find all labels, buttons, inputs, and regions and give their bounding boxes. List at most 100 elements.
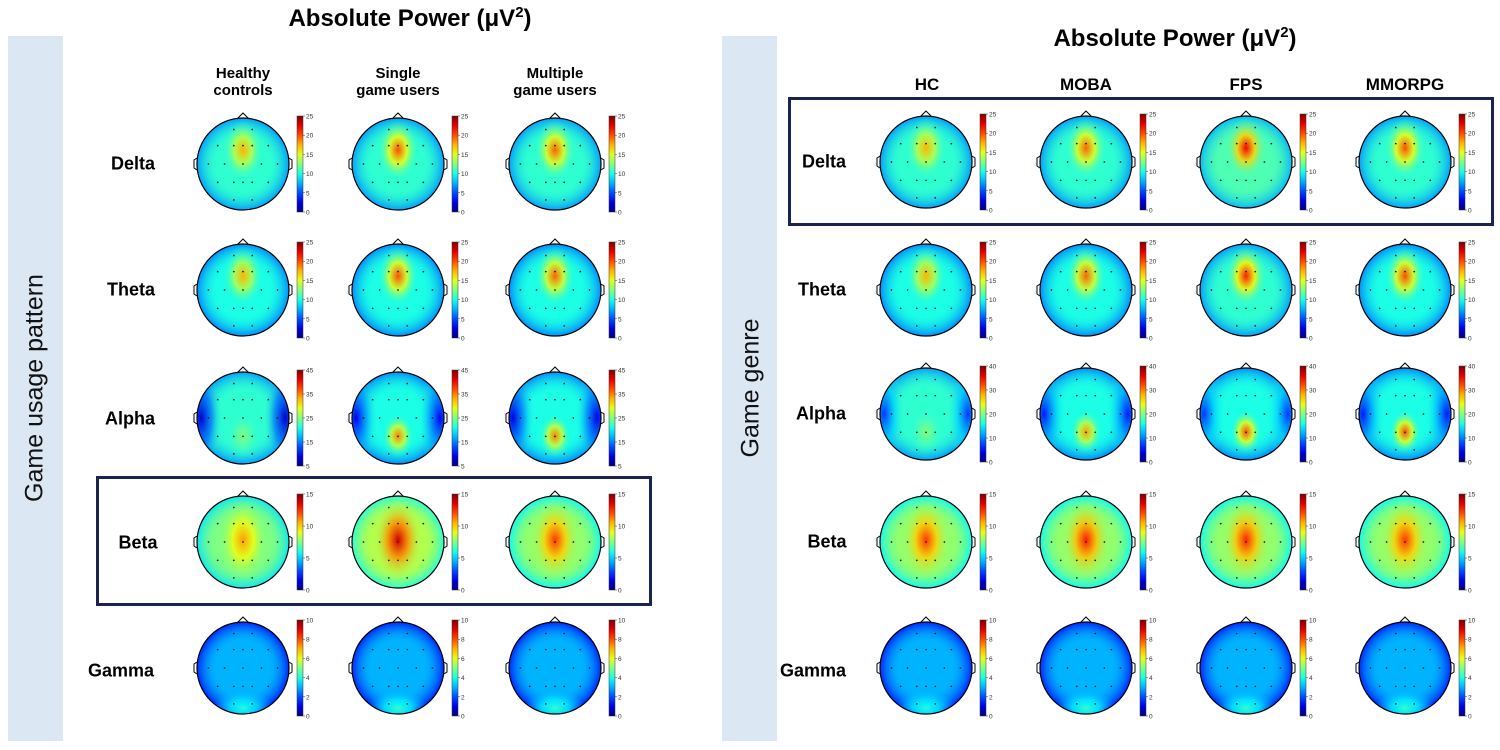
left-topomap-delta-0-electrode-8 [223, 163, 226, 165]
right-topomap-gamma-3-electrode-11 [1438, 667, 1441, 669]
right-topomap-theta-0-electrode-7 [890, 289, 893, 291]
left-topomap-delta-2-electrode-16 [579, 181, 582, 184]
right-topomap-delta-3-colorbar-label-1: 20 [1468, 131, 1476, 138]
right-topomap-delta-0-electrode-17 [915, 196, 918, 199]
left-topomap-alpha-2-colorbar-label-2: 25 [618, 416, 626, 423]
right-topomap-theta-0-head-outline [879, 243, 973, 337]
right-topomap-gamma-1-electrode-13 [1075, 685, 1078, 688]
right-topomap-delta-0-left-ear [876, 155, 881, 169]
left-topomap-beta-2-electrode-8 [535, 541, 538, 543]
right-topomap-alpha-1-electrode-5 [1110, 394, 1113, 397]
right-topomap-theta-0-colorbar-label-0: 25 [989, 240, 997, 247]
right-topomap-delta-2-colorbar-label-3: 10 [1309, 169, 1317, 176]
right-topomap-delta-1-head-outline [1039, 115, 1133, 209]
right-topomap-gamma-0-electrode-5 [950, 648, 953, 651]
right-topomap-alpha-2-electrode-4 [1254, 394, 1257, 397]
right-topomap-theta-3-electrode-17 [1394, 324, 1397, 327]
right-topomap-beta-2-electrode-3 [1235, 522, 1238, 525]
right-topomap-theta-0-electrode-11 [959, 289, 962, 291]
left-topomap-theta-1-svg: 25 20 15 10 5 0 [348, 238, 469, 343]
left-topomap-theta-1-electrode-7 [362, 289, 365, 291]
right-topomap-theta-1-colorbar-label-1: 20 [1149, 259, 1157, 266]
left-topomap-theta-2-electrode-10 [572, 289, 575, 291]
right-topomap-beta-2-colorbar-label-2: 5 [1309, 556, 1313, 563]
right-topomap-delta-3-hotspot [1385, 118, 1425, 178]
left-topomap-gamma-1-svg: 10 8 6 4 2 0 [348, 616, 469, 721]
left-topomap-alpha-1: 45 35 25 15 5 [348, 364, 480, 472]
left-topomap-beta-0-electrode-1 [251, 506, 254, 509]
right-topomap-theta-2-electrode-0 [1235, 254, 1238, 257]
right-topomap-alpha-1-electrode-18 [1094, 448, 1097, 451]
left-topomap-theta-1-electrode-11 [431, 289, 434, 291]
left-topomap-theta-0-electrode-14 [242, 307, 244, 310]
right-topomap-theta-0-electrode-9 [925, 289, 927, 291]
right-highlight-box [788, 97, 1494, 226]
left-topomap-gamma-0-electrode-16 [267, 685, 270, 688]
left-topomap-theta-1-head-outline [351, 243, 445, 337]
right-topomap-gamma-3-electrode-0 [1394, 632, 1397, 635]
right-topomap-gamma-1-right-ear [1131, 661, 1136, 675]
right-topomap-beta-1-colorbar-label-2: 5 [1149, 556, 1153, 563]
right-topomap-gamma-1-colorbar-label-1: 8 [1149, 637, 1153, 644]
right-topomap-theta-1-electrode-3 [1075, 270, 1078, 273]
right-topomap-gamma-0-electrode-17 [915, 702, 918, 705]
left-topomap-alpha-2-electrode-14 [554, 435, 556, 438]
right-topomap-delta-2-electrode-4 [1254, 142, 1257, 145]
left-topomap-gamma-2-electrode-4 [563, 648, 566, 651]
right-topomap-theta-3-electrode-5 [1429, 270, 1432, 273]
right-topomap-delta-3-electrode-18 [1413, 196, 1416, 199]
left-topomap-delta-1-electrode-10 [415, 163, 418, 165]
right-topomap-theta-0-colorbar-label-5: 0 [989, 336, 993, 343]
left-topomap-theta-0-electrode-11 [276, 289, 279, 291]
right-topomap-theta-0-left-ear [876, 283, 881, 297]
right-topomap-alpha-2-colorbar-label-1: 30 [1309, 388, 1317, 395]
right-topomap-beta-2-electrode-7 [1210, 541, 1213, 543]
left-topomap-delta-2-electrode-2 [528, 144, 531, 147]
left-topomap-theta-1-electrode-6 [397, 270, 399, 273]
right-topomap-beta-0-electrode-13 [915, 559, 918, 562]
left-topomap-delta-1-electrode-17 [387, 198, 390, 201]
left-topomap-delta-2-electrode-18 [563, 198, 566, 201]
left-topomap-delta-2-colorbar-label-2: 15 [618, 152, 626, 159]
left-topomap-beta-0-electrode-9 [242, 541, 244, 543]
left-topomap-gamma-2-electrode-3 [544, 648, 547, 651]
right-topomap-theta-3-electrode-3 [1394, 270, 1397, 273]
right-topomap-theta-1: 25 20 15 10 5 0 [1036, 236, 1168, 344]
right-col-head-1: MOBA [1060, 75, 1112, 94]
left-topomap-gamma-0-electrode-11 [276, 667, 279, 669]
right-topomap-beta-2-electrode-8 [1226, 541, 1229, 543]
left-topomap-delta-2-right-ear [600, 157, 605, 171]
left-topomap-alpha-1-electrode-5 [422, 398, 425, 401]
left-topomap-theta-2-colorbar [608, 241, 616, 339]
right-topomap-gamma-2-electrode-13 [1235, 685, 1238, 688]
right-topomap-gamma-1-electrode-3 [1075, 648, 1078, 651]
right-topomap-alpha-2-electrode-3 [1235, 394, 1238, 397]
right-topomap-theta-0-colorbar-label-4: 5 [989, 316, 993, 323]
right-topomap-gamma-2-electrode-17 [1235, 702, 1238, 705]
right-topomap-gamma-0-right-ear [971, 661, 976, 675]
left-topomap-theta-2-electrode-1 [563, 254, 566, 257]
right-topomap-delta-0-electrode-8 [906, 161, 909, 163]
right-topomap-alpha-0-head-outline [879, 367, 973, 461]
left-topomap-beta-0-electrode-14 [242, 559, 244, 562]
right-row-label-theta: Theta [797, 279, 847, 300]
left-topomap-beta-0-colorbar-label-3: 0 [306, 588, 310, 595]
right-topomap-alpha-1-electrode-1 [1094, 378, 1097, 381]
right-topomap-gamma-1-electrode-16 [1110, 685, 1113, 688]
right-topomap-alpha-2-colorbar-label-3: 10 [1309, 436, 1317, 443]
left-topomap-alpha-1-colorbar-label-1: 35 [461, 392, 469, 399]
right-topomap-gamma-2-colorbar-label-0: 10 [1309, 618, 1317, 625]
left-topomap-delta-0-svg: 25 20 15 10 5 0 [193, 112, 314, 217]
left-topomap-alpha-2-electrode-1 [563, 382, 566, 385]
right-topomap-alpha-0-electrode-11 [959, 413, 962, 415]
right-topomap-theta-3-electrode-15 [1413, 307, 1416, 310]
right-topomap-beta-0-electrode-11 [959, 541, 962, 543]
right-topomap-theta-3-head-outline [1358, 243, 1452, 337]
right-topomap-beta-3-nose-mark [1398, 490, 1412, 498]
right-topomap-gamma-0-colorbar-label-5: 0 [989, 714, 993, 721]
left-topomap-gamma-0-electrode-7 [207, 667, 210, 669]
left-topomap-beta-2-electrode-7 [519, 541, 522, 543]
right-topomap-theta-3-electrode-4 [1413, 270, 1416, 273]
left-topomap-alpha-1-low-lobe-right [418, 372, 444, 464]
right-topomap-gamma-3-colorbar-label-1: 8 [1468, 637, 1472, 644]
